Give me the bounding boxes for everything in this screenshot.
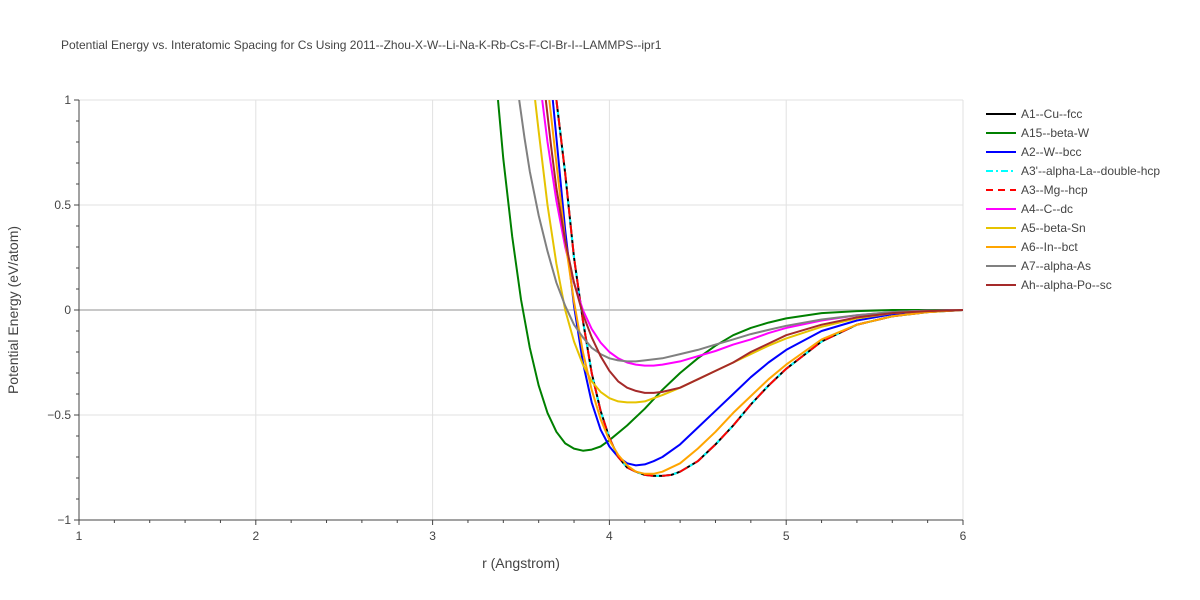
legend-item[interactable]: A1--Cu--fcc bbox=[986, 107, 1082, 121]
x-tick-label: 4 bbox=[606, 529, 613, 543]
legend-label: A15--beta-W bbox=[1021, 126, 1090, 140]
legend-label: A5--beta-Sn bbox=[1021, 221, 1086, 235]
legend-label: A4--C--dc bbox=[1021, 202, 1073, 216]
legend-label: A7--alpha-As bbox=[1021, 259, 1091, 273]
x-tick-label: 1 bbox=[76, 529, 83, 543]
chart-title: Potential Energy vs. Interatomic Spacing… bbox=[61, 38, 662, 52]
series-line-1 bbox=[555, 100, 963, 477]
series-line-3 bbox=[551, 100, 963, 467]
legend-item[interactable]: A3'--alpha-La--double-hcp bbox=[986, 164, 1160, 178]
series-line-9 bbox=[518, 100, 963, 363]
tick-labels: 1 2 3 4 5 6 −1 −0.5 0 0.5 1 bbox=[47, 93, 966, 543]
legend-item[interactable]: A7--alpha-As bbox=[986, 259, 1091, 273]
axes bbox=[74, 99, 964, 525]
x-tick-label: 2 bbox=[252, 529, 259, 543]
y-tick-label: 1 bbox=[64, 93, 71, 107]
legend-item[interactable]: A15--beta-W bbox=[986, 126, 1090, 140]
y-tick-label: −1 bbox=[57, 513, 71, 527]
legend-label: A2--W--bcc bbox=[1021, 145, 1081, 159]
series-line-8 bbox=[548, 100, 963, 475]
y-axis-title: Potential Energy (eV/atom) bbox=[5, 226, 21, 394]
x-tick-label: 5 bbox=[783, 529, 790, 543]
legend: A1--Cu--fcc A15--beta-W A2--W--bcc A3'--alp… bbox=[986, 107, 1160, 292]
legend-label: A3--Mg--hcp bbox=[1021, 183, 1088, 197]
legend-label: A3'--alpha-La--double-hcp bbox=[1021, 164, 1160, 178]
series-line-6 bbox=[541, 100, 963, 367]
y-tick-label: 0.5 bbox=[54, 198, 71, 212]
series-line-2 bbox=[497, 100, 963, 452]
x-tick-label: 3 bbox=[429, 529, 436, 543]
series-line-4 bbox=[555, 100, 963, 477]
legend-label: Ah--alpha-Po--sc bbox=[1021, 278, 1112, 292]
legend-label: A1--Cu--fcc bbox=[1021, 107, 1082, 121]
series-line-7 bbox=[534, 100, 963, 404]
series-line-10 bbox=[544, 100, 963, 394]
x-tick-label: 6 bbox=[960, 529, 967, 543]
legend-item[interactable]: A3--Mg--hcp bbox=[986, 183, 1088, 197]
y-tick-label: −0.5 bbox=[47, 408, 71, 422]
legend-item[interactable]: A6--In--bct bbox=[986, 240, 1078, 254]
x-axis-title: r (Angstrom) bbox=[482, 555, 560, 571]
legend-item[interactable]: A5--beta-Sn bbox=[986, 221, 1086, 235]
y-tick-label: 0 bbox=[64, 303, 71, 317]
legend-label: A6--In--bct bbox=[1021, 240, 1078, 254]
series-line-5 bbox=[555, 100, 963, 477]
legend-item[interactable]: Ah--alpha-Po--sc bbox=[986, 278, 1112, 292]
series-lines bbox=[497, 100, 963, 477]
legend-item[interactable]: A2--W--bcc bbox=[986, 145, 1081, 159]
legend-item[interactable]: A4--C--dc bbox=[986, 202, 1073, 216]
